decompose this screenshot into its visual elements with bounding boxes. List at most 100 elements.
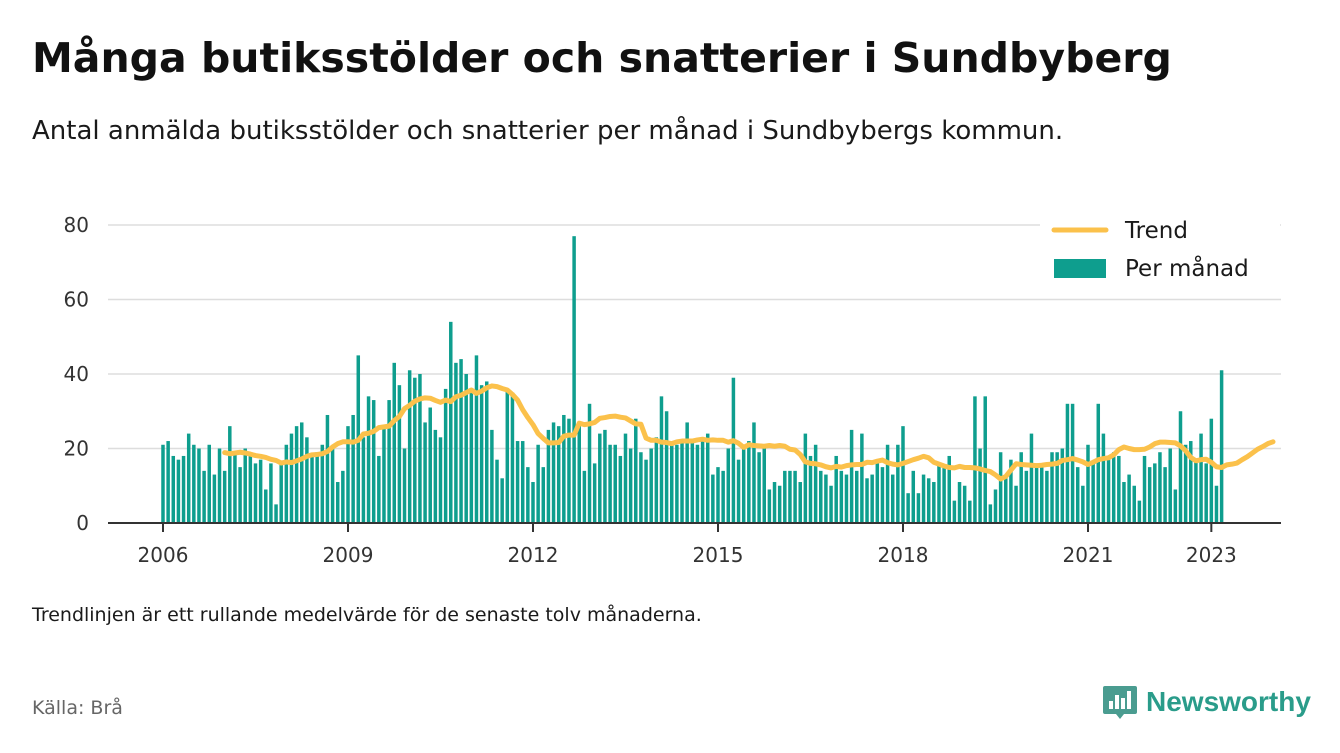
bar: [932, 482, 936, 523]
bar: [197, 448, 201, 523]
bar: [1117, 455, 1121, 523]
bar: [192, 444, 196, 523]
bar: [341, 470, 345, 523]
bar: [248, 452, 253, 523]
bar: [680, 441, 684, 523]
source-label: Källa: Brå: [32, 697, 123, 719]
bar: [973, 396, 977, 523]
bar: [186, 433, 191, 523]
x-tick-label: 2015: [693, 543, 744, 567]
bar: [675, 444, 679, 523]
bar: [993, 489, 998, 523]
bar: [433, 429, 438, 524]
bar: [798, 482, 802, 523]
bar: [217, 448, 222, 523]
bar: [885, 444, 890, 523]
bar: [449, 321, 453, 523]
bar: [793, 470, 797, 523]
bar: [942, 467, 946, 524]
bar: [1183, 444, 1188, 523]
bar: [253, 463, 258, 523]
bar: [875, 463, 880, 523]
y-tick-label: 40: [64, 362, 89, 386]
bar: [598, 433, 602, 523]
bar: [592, 463, 597, 523]
bar: [1065, 403, 1070, 523]
chart-subtitle: Antal anmälda butiksstölder och snatteri…: [32, 116, 1064, 146]
bar: [695, 444, 700, 523]
bar: [1209, 418, 1214, 523]
bar: [325, 414, 330, 523]
bar: [1158, 452, 1162, 523]
bar: [772, 482, 777, 523]
bar: [1132, 485, 1136, 523]
bar: [1096, 403, 1101, 523]
bar: [305, 437, 309, 523]
bar: [289, 433, 294, 523]
chart-area: 0 20 40 60 80 2006 2009 2012 2015 2018 2021 2023 T…: [63, 208, 1281, 567]
bar: [916, 493, 921, 523]
bar: [387, 400, 391, 523]
bar: [1055, 452, 1059, 523]
bar: [659, 396, 664, 523]
bar: [269, 463, 273, 523]
bar: [556, 426, 561, 523]
bar: [870, 474, 874, 523]
bar: [1004, 478, 1008, 523]
bar: [767, 489, 772, 523]
bar: [346, 426, 350, 523]
bar: [1081, 485, 1085, 523]
y-axis: 0 20 40 60 80: [64, 213, 89, 535]
bar: [1122, 482, 1126, 523]
bar: [1029, 433, 1034, 523]
legend-background: [1040, 208, 1280, 296]
legend-bar-swatch: [1054, 259, 1106, 278]
bar: [428, 407, 432, 523]
newsworthy-logo[interactable]: Newsworthy: [1102, 684, 1311, 720]
bar: [829, 485, 833, 523]
bar: [490, 429, 494, 524]
bar: [968, 500, 972, 523]
bar: [762, 448, 766, 523]
bar: [423, 422, 427, 523]
bar: [166, 441, 170, 523]
bar: [839, 470, 844, 523]
bar: [577, 422, 581, 523]
bar: [664, 411, 669, 523]
brand-name: Newsworthy: [1146, 686, 1311, 717]
bar: [824, 474, 828, 523]
bar: [1009, 459, 1013, 523]
legend: Trend Per månad: [1040, 208, 1280, 296]
bar: [998, 452, 1003, 523]
bar: [351, 414, 355, 523]
bar: [603, 429, 607, 524]
bar: [330, 448, 335, 523]
bar: [1178, 411, 1183, 523]
bar: [382, 426, 386, 523]
x-tick-label: 2009: [323, 543, 374, 567]
bar: [1204, 463, 1208, 523]
bar: [479, 385, 484, 523]
bar: [567, 418, 571, 523]
x-tick-label: 2021: [1063, 543, 1114, 567]
bar: [978, 448, 982, 523]
bar: [618, 455, 623, 523]
bar: [1127, 474, 1131, 523]
bar: [161, 444, 165, 523]
bar: [1173, 489, 1178, 523]
bar: [443, 388, 448, 523]
bar: [531, 482, 535, 523]
bar: [716, 467, 720, 524]
bar: [834, 455, 838, 523]
bar: [911, 470, 916, 523]
bar: [361, 437, 366, 523]
bar: [983, 396, 987, 523]
bar: [962, 485, 967, 523]
bar: [844, 474, 849, 523]
bar: [495, 459, 499, 523]
y-tick-label: 80: [64, 213, 89, 237]
bar: [644, 459, 648, 523]
bar: [813, 444, 818, 523]
bar: [315, 452, 319, 523]
chart-title: Många butiksstölder och snatterier i Sun…: [32, 34, 1172, 82]
